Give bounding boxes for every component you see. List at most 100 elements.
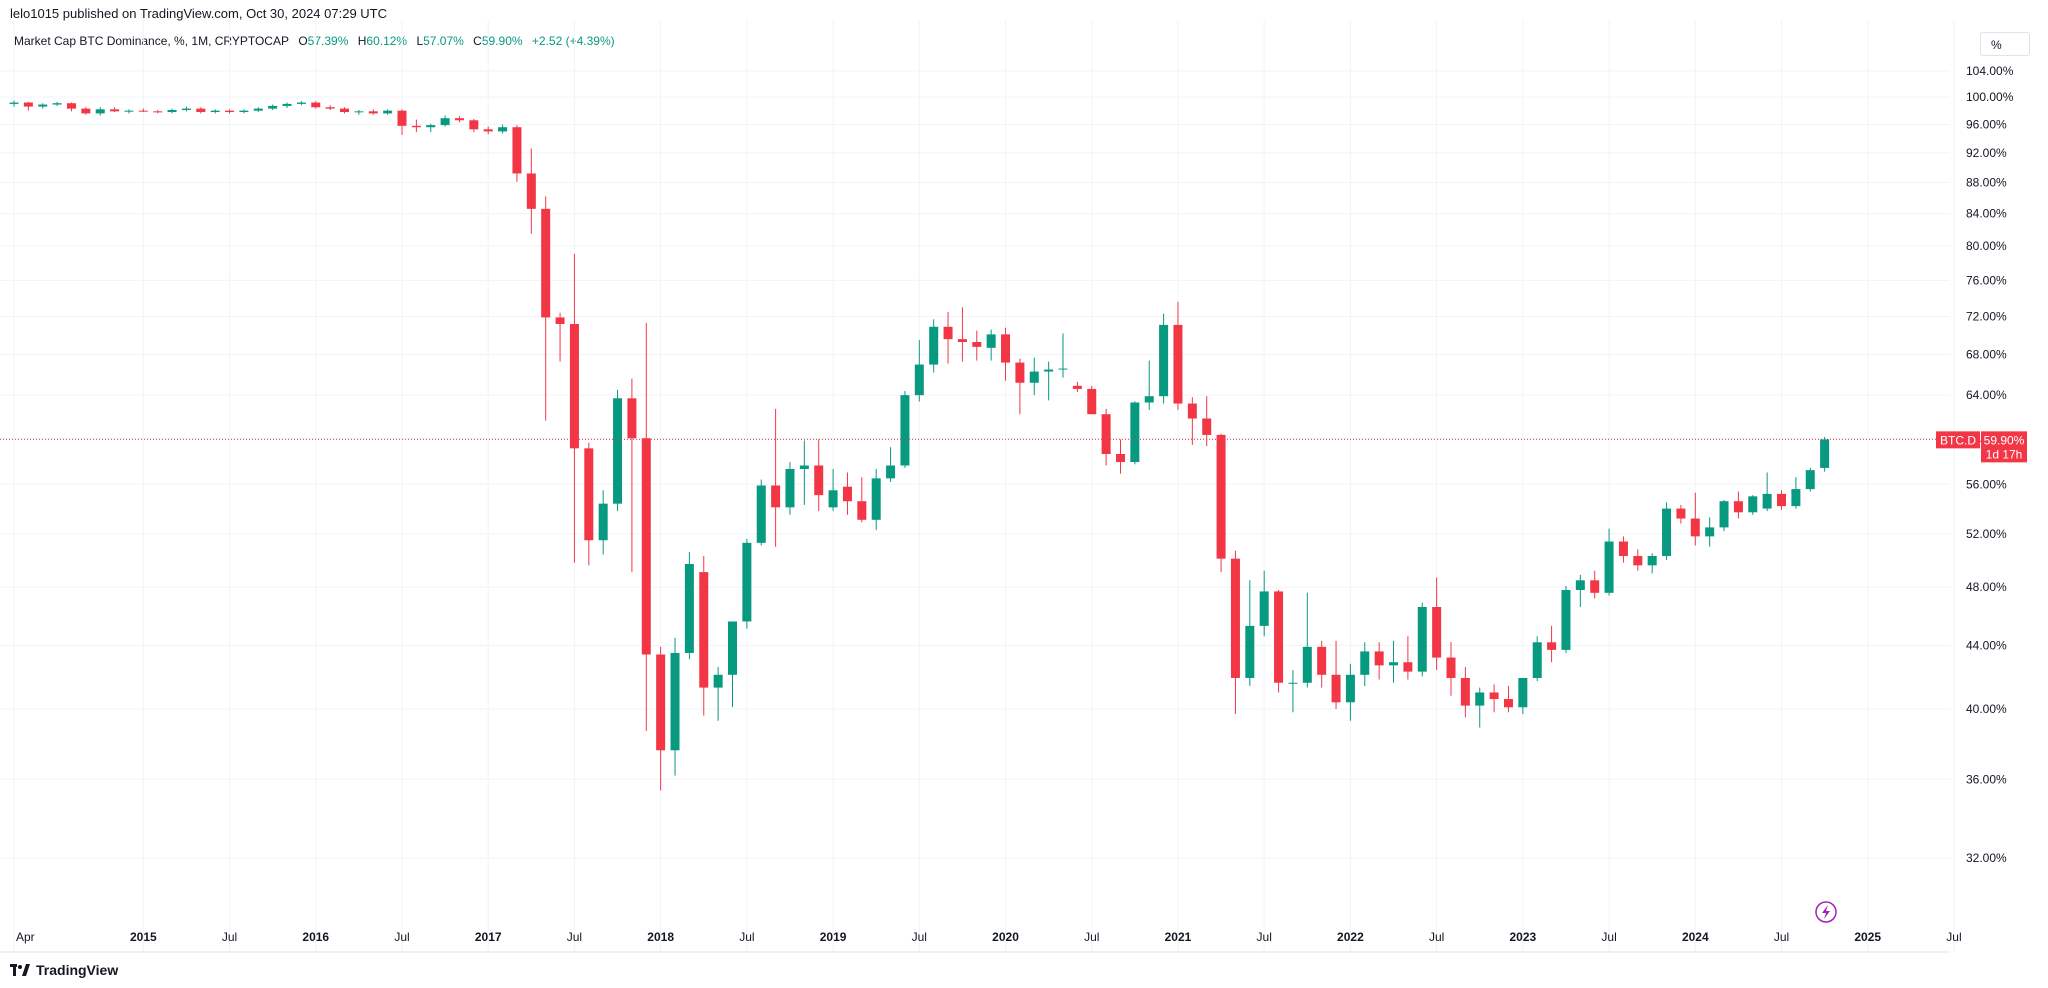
candle-body [210, 110, 220, 113]
candle [526, 148, 536, 234]
candle [469, 118, 479, 133]
candle [1604, 528, 1614, 596]
lightning-icon[interactable] [1815, 901, 1837, 923]
candle [1503, 685, 1513, 713]
candle-body [785, 468, 795, 508]
candle-body [196, 108, 206, 113]
candle-body [1590, 580, 1600, 593]
candle [1618, 536, 1628, 563]
x-tick-label: 2016 [302, 930, 329, 944]
candle [1719, 499, 1729, 532]
candle-body [613, 398, 623, 504]
candle [383, 109, 393, 115]
candle-series [9, 100, 1830, 791]
price-chart[interactable]: 32.00% 36.00% 40.00% 44.00% 48.00% 52.00% 56.0… [0, 0, 2048, 960]
candle-body [498, 127, 508, 132]
candle [1144, 360, 1154, 410]
candle-body [469, 120, 479, 130]
candle [1561, 585, 1571, 653]
candle [66, 102, 76, 112]
candle [957, 307, 967, 362]
legend-open-value: 57.39% [307, 34, 349, 48]
candle-body [325, 107, 335, 109]
candle [986, 329, 996, 361]
candle-body [957, 339, 967, 343]
candle-body [1820, 439, 1830, 468]
candle-body [584, 448, 594, 541]
candle [613, 389, 623, 512]
candle-body [1417, 606, 1427, 672]
candle-body [1690, 518, 1700, 537]
time-axis[interactable]: Apr 2015 Jul 2016 Jul 2017 Jul 2018 Jul 2019 Jul 20… [16, 930, 1962, 944]
candle [483, 126, 493, 135]
legend-low-value: 57.07% [423, 34, 464, 48]
candle-body [1159, 324, 1169, 397]
candle-body [756, 485, 766, 543]
candle-body [440, 118, 450, 126]
x-tick-label: 2017 [475, 930, 502, 944]
candle-body [1676, 508, 1686, 519]
candle-body [1317, 646, 1327, 675]
publisher-line: lelo1015 published on TradingView.com, O… [10, 6, 387, 21]
candle-body [627, 398, 637, 439]
candle [541, 196, 551, 421]
candle [569, 253, 579, 563]
percent-scale-button[interactable]: % [1980, 32, 2030, 56]
candle [1662, 502, 1672, 560]
candle [110, 107, 120, 113]
candle [1230, 550, 1240, 714]
candle-body [699, 572, 709, 688]
candle [1159, 313, 1169, 404]
candle [728, 621, 737, 708]
candle-body [296, 102, 306, 104]
symbol-tag-text: BTC.D [1940, 433, 1976, 447]
candle [684, 552, 694, 660]
y-tick-label: 72.00% [1966, 310, 2007, 324]
candle [23, 101, 33, 111]
candle [828, 468, 838, 512]
candle [124, 109, 134, 114]
candle [1575, 574, 1585, 607]
candle-body [1144, 396, 1154, 403]
candle-body [38, 104, 48, 107]
candle-body [828, 490, 838, 508]
candle-body [253, 108, 263, 111]
candle-body [1259, 591, 1269, 626]
candle-body [1115, 454, 1125, 463]
candle [929, 319, 939, 373]
candle [1216, 433, 1226, 573]
candle-body [1403, 662, 1413, 672]
brand-footer[interactable]: TradingView [10, 962, 118, 978]
candle [799, 440, 809, 505]
candle [1532, 636, 1542, 682]
candle [225, 109, 235, 114]
y-tick-label: 48.00% [1966, 580, 2007, 594]
y-tick-label: 100.00% [1966, 90, 2014, 104]
candle [1475, 687, 1485, 728]
candle-body [1762, 493, 1772, 509]
candle [814, 439, 824, 512]
legend-low-label: L [416, 34, 424, 48]
candle [325, 105, 335, 110]
x-tick-label: Jul [1429, 930, 1444, 944]
candle [426, 123, 436, 133]
candle-body [1460, 677, 1470, 706]
candle-body [1777, 493, 1787, 507]
candle [1805, 467, 1815, 492]
candle-body [1230, 558, 1240, 678]
candle [871, 468, 881, 530]
candle-body [1001, 334, 1011, 363]
candle-body [1446, 657, 1456, 678]
candle [9, 100, 19, 107]
price-axis[interactable]: 32.00% 36.00% 40.00% 44.00% 48.00% 52.00% 56.0… [1966, 64, 2014, 865]
candle [1101, 408, 1111, 466]
legend-symbol-name[interactable]: Market Cap BTC Dominance, %, 1M, CRYPTOC… [14, 34, 289, 48]
candle-body [1705, 527, 1715, 537]
candle [1274, 590, 1284, 693]
candle-body [311, 102, 321, 108]
candle [498, 124, 508, 134]
candle [756, 479, 766, 546]
price-tag-bg [1981, 431, 2027, 463]
candle [914, 340, 924, 402]
candle-body [1604, 541, 1614, 593]
